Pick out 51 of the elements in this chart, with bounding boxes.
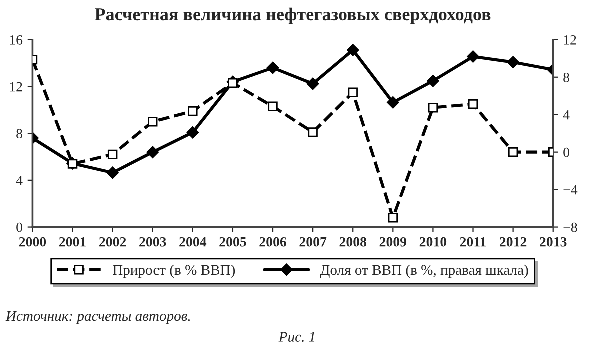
point — [507, 56, 520, 68]
point — [146, 146, 159, 158]
point — [508, 147, 518, 158]
point — [308, 128, 318, 138]
x-tick-label: 2000 — [19, 237, 46, 247]
point — [266, 62, 280, 74]
y-tick-label: 12 — [10, 82, 22, 92]
point — [468, 99, 478, 110]
point — [347, 44, 360, 56]
x-tick-label: 2001 — [59, 237, 86, 247]
point — [108, 150, 118, 160]
x-tick-label: 2005 — [220, 237, 246, 247]
text: Источник: расчеты авторов. — [6, 311, 190, 324]
point — [348, 88, 358, 98]
x-tick-label: 2002 — [100, 237, 126, 247]
point — [148, 117, 158, 127]
point — [186, 126, 200, 139]
point — [268, 102, 278, 112]
x-tick-label: 2003 — [140, 237, 166, 247]
text: Рис. 1 — [278, 332, 315, 342]
x-tick-label: 2012 — [500, 237, 527, 247]
x-tick-label: 2010 — [420, 237, 447, 247]
point — [427, 75, 440, 88]
x-tick-label: 2011 — [460, 237, 486, 247]
point — [306, 78, 320, 90]
y-tick-label: 8 — [16, 129, 22, 139]
point — [428, 102, 438, 113]
point — [387, 96, 400, 109]
x-tick-label: 2013 — [540, 237, 567, 247]
point — [106, 166, 119, 180]
legend-label: Доля от ВВП (в %, правая шкала) — [320, 264, 528, 278]
x-tick-label: 2007 — [300, 237, 327, 247]
y-tick-label: 0 — [16, 222, 22, 232]
x-tick-label: 2009 — [380, 237, 407, 247]
y-tick-label: 16 — [10, 36, 23, 45]
y2-tick-label: 12 — [564, 36, 576, 45]
point — [467, 50, 480, 63]
y2-tick-label: 0 — [564, 148, 570, 158]
y2-tick-label: 8 — [564, 72, 570, 82]
x-tick-label: 2008 — [340, 237, 367, 247]
y2-tick-label: −8 — [564, 222, 578, 232]
y2-tick-label: 4 — [563, 110, 570, 120]
y-tick-label: 4 — [16, 176, 23, 186]
legend-label: Прирост (в % ВВП) — [113, 264, 236, 278]
y2-tick-label: −4 — [564, 185, 578, 195]
x-tick-label: 2004 — [180, 237, 207, 247]
point — [188, 106, 198, 116]
point — [388, 213, 398, 223]
point — [228, 78, 238, 88]
x-tick-label: 2006 — [260, 237, 286, 247]
chart-title: Расчетная величина нефтегазовых сверхдоходов — [95, 8, 491, 24]
